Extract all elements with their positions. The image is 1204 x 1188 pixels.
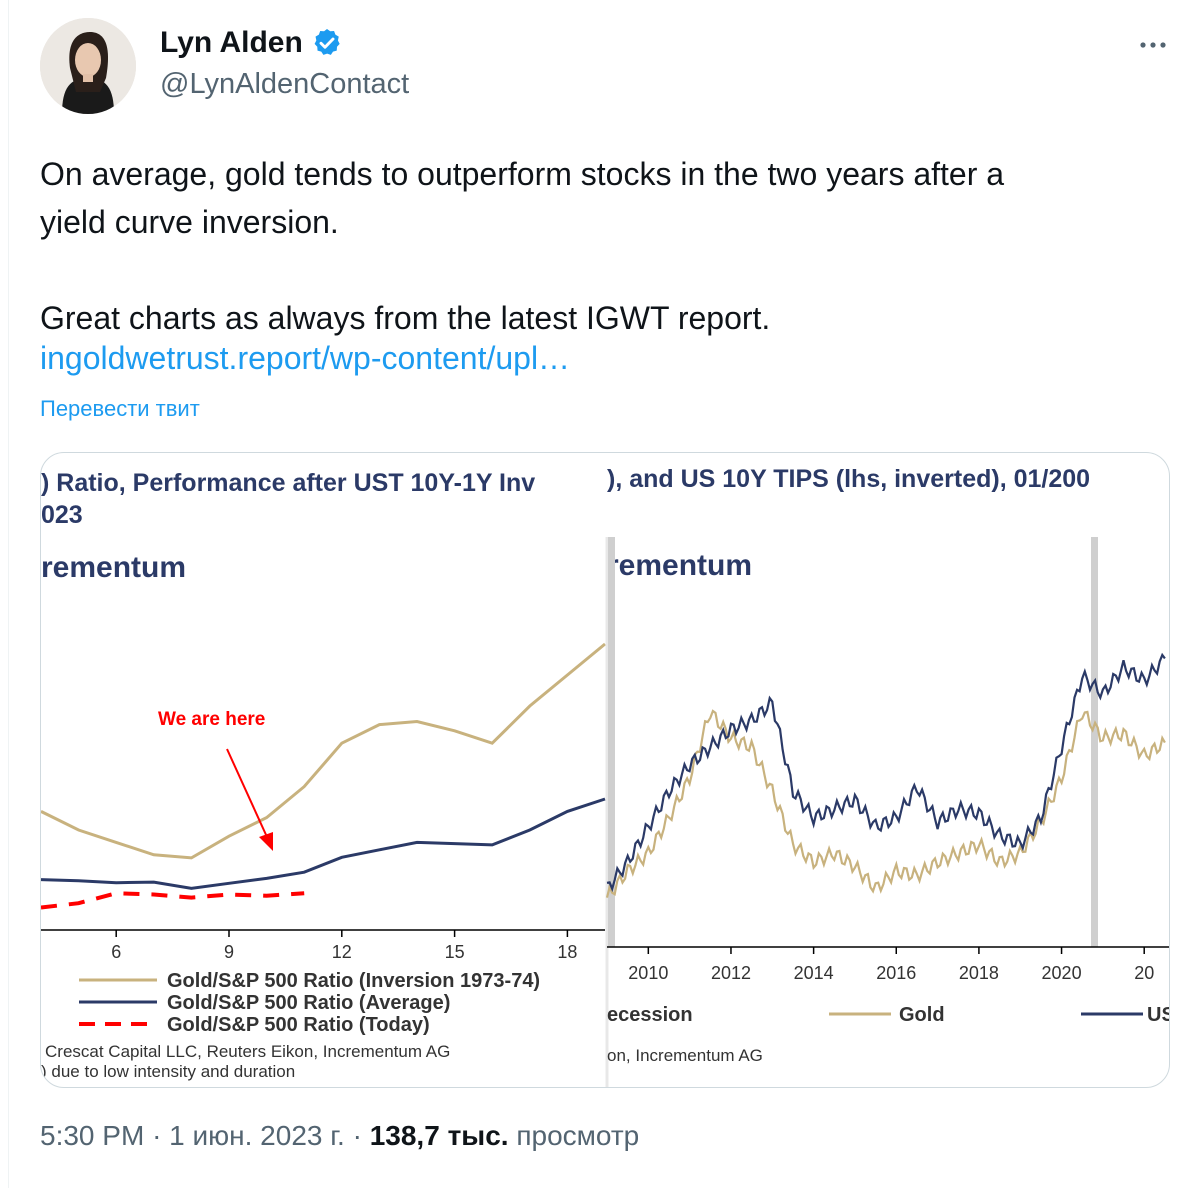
author-name-text[interactable]: Lyn Alden <box>160 26 303 59</box>
left-chart-title-line1: ) Ratio, Performance after UST 10Y-1Y In… <box>41 469 535 497</box>
verified-badge-icon <box>314 29 340 55</box>
right-x-tick-label: 20 <box>1134 963 1154 983</box>
separator-dot: · <box>352 1120 370 1151</box>
left-chart-panel: ) Ratio, Performance after UST 10Y-1Y In… <box>41 469 606 1081</box>
recession-bar-left <box>608 537 615 947</box>
left-source-line2: ) due to low intensity and duration <box>41 1062 295 1081</box>
tweet-footer: 5:30 PM · 1 июн. 2023 г. · 138,7 тыс. пр… <box>40 1120 639 1152</box>
we-are-here-annotation: We are here <box>158 709 265 730</box>
right-x-tick-label: 2020 <box>1042 963 1082 983</box>
right-x-tick-label: 2014 <box>794 963 834 983</box>
left-chart-brand: rementum <box>41 551 186 584</box>
tweet-time[interactable]: 5:30 PM <box>40 1120 145 1151</box>
views-count: 138,7 тыс. <box>369 1120 509 1151</box>
left-chart-title-line2: 023 <box>41 501 83 529</box>
left-series-line-1 <box>41 797 606 890</box>
right-x-tick-label: 2018 <box>959 963 999 983</box>
legend-us-label: US <box>1147 1004 1169 1026</box>
legend-label-inversion: Gold/S&P 500 Ratio (Inversion 1973-74) <box>167 970 540 992</box>
legend-recession-label: ecession <box>607 1004 693 1026</box>
recession-bar-2020 <box>1091 537 1098 947</box>
right-x-tick-label: 2016 <box>876 963 916 983</box>
annotation-arrow-line <box>226 748 268 838</box>
left-series-line-0 <box>41 642 606 860</box>
chart-image-svg: ) Ratio, Performance after UST 10Y-1Y In… <box>41 465 1169 1087</box>
legend-label-average: Gold/S&P 500 Ratio (Average) <box>167 992 450 1014</box>
left-x-tick-label: 18 <box>557 942 577 962</box>
tweet-text-para2: Great charts as always from the latest I… <box>40 300 771 336</box>
left-legend: Gold/S&P 500 Ratio (Inversion 1973-74) G… <box>79 970 540 1036</box>
right-series-line-0 <box>605 709 1166 898</box>
annotation-arrow-head <box>259 832 273 851</box>
avatar[interactable] <box>40 18 136 114</box>
author-name[interactable]: Lyn Alden <box>160 26 343 60</box>
tweet-text-line1: On average, gold tends to outperform sto… <box>40 156 1005 192</box>
tweet-link[interactable]: ingoldwetrust.report/wp-content/upl… <box>40 340 571 376</box>
left-x-tick-label: 9 <box>224 942 234 962</box>
left-tick-group: 6 9 12 15 18 <box>111 930 577 962</box>
author-handle[interactable]: @LynAldenContact <box>160 68 410 100</box>
left-x-tick-label: 15 <box>445 942 465 962</box>
legend-gold-label: Gold <box>899 1004 945 1026</box>
tweet-media-image[interactable]: ) Ratio, Performance after UST 10Y-1Y In… <box>40 452 1170 1088</box>
right-tick-group: 2010 2012 2014 2016 2018 2020 20 <box>628 947 1154 983</box>
translate-link[interactable]: Перевести твит <box>40 396 200 421</box>
right-x-tick-label: 2012 <box>711 963 751 983</box>
more-options-icon[interactable] <box>1136 30 1170 60</box>
left-line-group <box>41 642 606 910</box>
tweet-text: On average, gold tends to outperform sto… <box>40 150 1150 342</box>
tweet-date[interactable]: 1 июн. 2023 г. <box>169 1120 345 1151</box>
right-series-line-1 <box>606 652 1166 893</box>
right-chart-panel: ), and US 10Y TIPS (lhs, inverted), 01/2… <box>605 465 1169 1065</box>
left-x-tick-label: 12 <box>332 942 352 962</box>
left-source-line1: Crescat Capital LLC, Reuters Eikon, Incr… <box>45 1042 450 1061</box>
left-border <box>0 0 9 1188</box>
right-chart-title: ), and US 10Y TIPS (lhs, inverted), 01/2… <box>607 465 1090 493</box>
right-line-group <box>605 652 1166 898</box>
separator-dot: · <box>152 1120 170 1151</box>
right-source: on, Incrementum AG <box>607 1046 763 1065</box>
right-chart-brand: rementum <box>607 549 752 582</box>
tweet-text-line2: yield curve inversion. <box>40 204 339 240</box>
right-x-tick-label: 2010 <box>628 963 668 983</box>
views-label: просмотр <box>516 1120 640 1151</box>
left-x-tick-label: 6 <box>111 942 121 962</box>
legend-label-today: Gold/S&P 500 Ratio (Today) <box>167 1014 430 1036</box>
left-series-line-2 <box>41 891 305 910</box>
